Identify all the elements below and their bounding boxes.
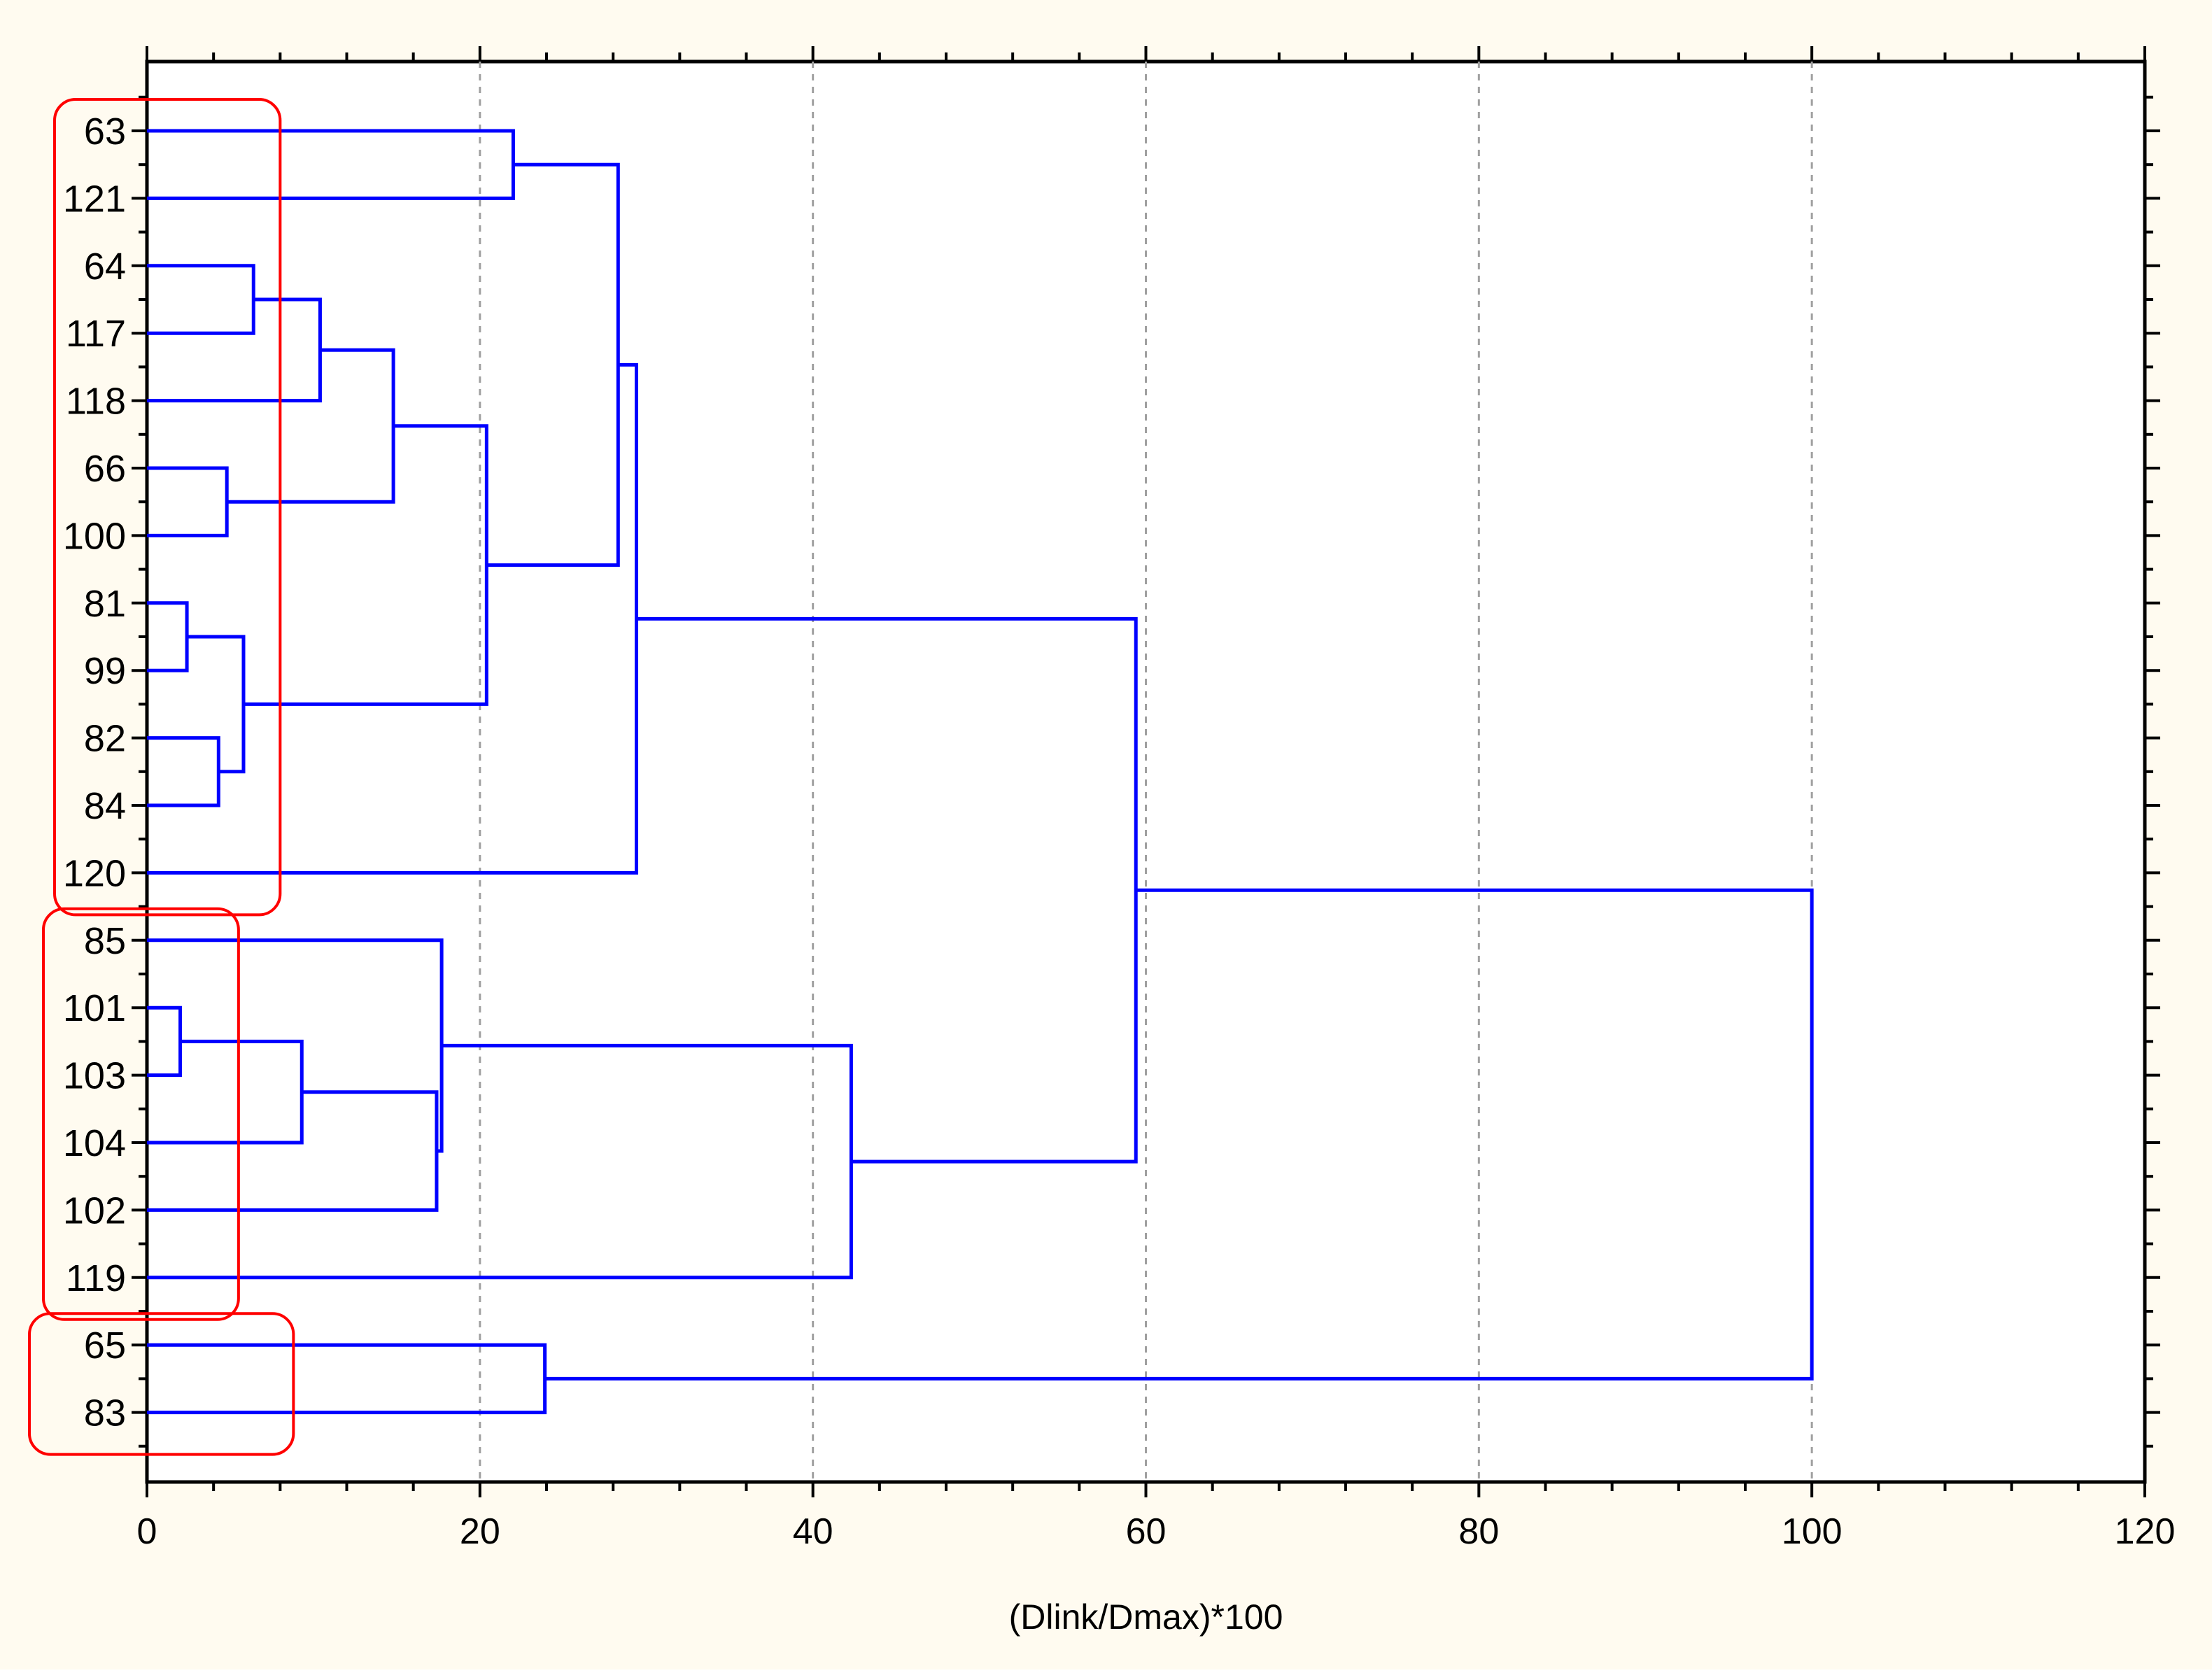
x-tick-label-0: 0	[137, 1511, 157, 1552]
x-tick-labels: 0 20 40 60 80 100 120	[137, 1511, 2176, 1552]
leaf-label-102: 102	[63, 1190, 126, 1231]
link-m19	[544, 888, 1814, 1381]
x-tick-label-20: 20	[460, 1511, 500, 1552]
leaf-label-100: 100	[63, 515, 126, 557]
leaf-label-121: 121	[63, 178, 126, 220]
leaf-label-82: 82	[84, 718, 126, 760]
leaf-label-64: 64	[84, 246, 126, 288]
x-tick-label-120: 120	[2115, 1511, 2176, 1552]
leaf-label-120: 120	[63, 852, 126, 894]
x-axis-title: (Dlink/Dmax)*100	[1009, 1597, 1283, 1637]
axis-ticks	[132, 46, 2160, 1497]
grid-lines	[479, 62, 1813, 1482]
leaf-labels: 63 121 64 117 118 66 100 81 99 82 84 120 85 101 103 104…	[63, 111, 126, 1434]
leaf-label-104: 104	[63, 1122, 126, 1164]
x-tick-label-40: 40	[793, 1511, 833, 1552]
highlight-box-group-1	[53, 98, 282, 917]
leaf-label-119: 119	[66, 1257, 126, 1299]
x-tick-label-100: 100	[1782, 1511, 1843, 1552]
x-tick-label-60: 60	[1126, 1511, 1167, 1552]
leaf-label-66: 66	[84, 448, 126, 490]
leaf-label-103: 103	[63, 1055, 126, 1097]
highlight-box-group-2	[42, 907, 240, 1321]
dendrogram-links	[147, 129, 1814, 1415]
leaf-label-84: 84	[84, 785, 126, 827]
highlight-boxes	[28, 98, 295, 1456]
highlight-box-group-3	[28, 1312, 295, 1456]
leaf-label-101: 101	[63, 987, 126, 1029]
leaf-label-85: 85	[84, 920, 126, 962]
leaf-label-83: 83	[84, 1392, 126, 1434]
leaf-label-117: 117	[66, 313, 126, 355]
leaf-label-81: 81	[84, 583, 126, 625]
leaf-label-63: 63	[84, 111, 126, 153]
leaf-label-99: 99	[84, 650, 126, 692]
leaf-label-118: 118	[66, 381, 126, 423]
leaf-label-65: 65	[84, 1325, 126, 1367]
x-tick-label-80: 80	[1458, 1511, 1499, 1552]
